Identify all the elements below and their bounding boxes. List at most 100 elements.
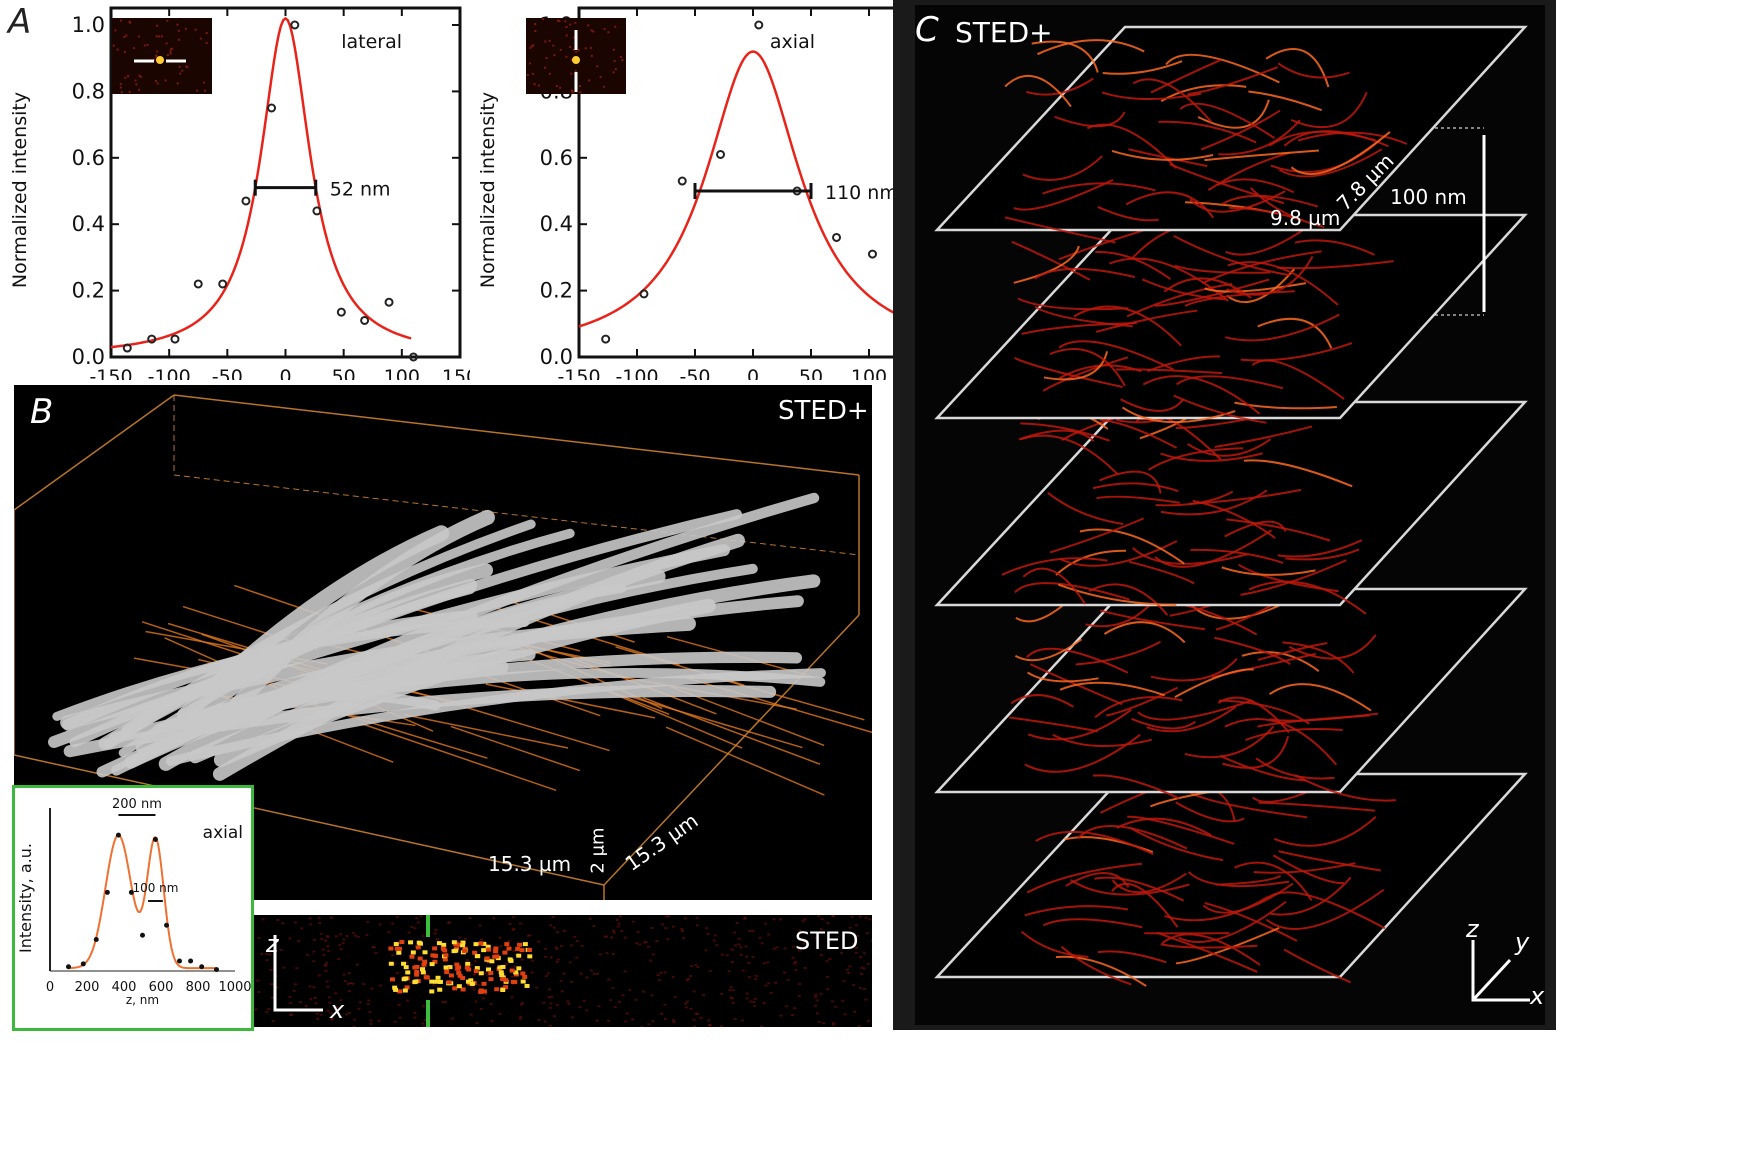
signal-pixel bbox=[475, 954, 481, 959]
noise-pixel bbox=[555, 947, 559, 950]
noise-pixel bbox=[864, 916, 868, 919]
x-tick-label: -100 bbox=[615, 366, 658, 380]
microtubule bbox=[1097, 206, 1159, 222]
noise-pixel bbox=[196, 89, 199, 92]
noise-pixel bbox=[158, 35, 161, 38]
noise-pixel bbox=[762, 962, 766, 965]
noise-pixel bbox=[365, 934, 369, 937]
noise-pixel bbox=[814, 937, 818, 940]
microtubule bbox=[1092, 482, 1179, 493]
microtubule bbox=[1020, 434, 1119, 476]
noise-pixel bbox=[613, 60, 616, 63]
noise-pixel bbox=[294, 983, 298, 986]
signal-pixel bbox=[481, 941, 487, 946]
noise-pixel bbox=[853, 1010, 857, 1013]
noise-pixel bbox=[579, 91, 582, 94]
image-plane bbox=[934, 213, 1528, 420]
x-axis-label: z, nm bbox=[126, 993, 159, 1007]
microtubule bbox=[1174, 668, 1254, 699]
noise-pixel bbox=[432, 984, 436, 987]
image-plane bbox=[934, 587, 1528, 794]
noise-pixel bbox=[624, 1020, 628, 1023]
noise-pixel bbox=[372, 946, 376, 949]
noise-pixel bbox=[801, 920, 805, 923]
noise-pixel bbox=[569, 23, 572, 26]
noise-pixel bbox=[814, 995, 818, 998]
noise-pixel bbox=[358, 1001, 362, 1004]
signal-pixel bbox=[473, 969, 479, 974]
noise-pixel bbox=[533, 83, 536, 86]
microtubule bbox=[1285, 548, 1360, 561]
noise-pixel bbox=[279, 948, 283, 951]
noise-pixel bbox=[326, 985, 330, 988]
noise-pixel bbox=[267, 1008, 271, 1011]
signal-pixel bbox=[453, 948, 459, 953]
noise-pixel bbox=[831, 1023, 835, 1026]
noise-pixel bbox=[156, 50, 159, 53]
noise-pixel bbox=[265, 959, 269, 962]
noise-pixel bbox=[164, 79, 167, 82]
noise-pixel bbox=[326, 936, 330, 939]
noise-pixel bbox=[481, 997, 485, 1000]
noise-pixel bbox=[792, 945, 796, 948]
data-point bbox=[147, 334, 157, 344]
signal-pixel bbox=[397, 989, 403, 994]
microtubule bbox=[1243, 459, 1353, 488]
y-tick-label: 0.0 bbox=[72, 345, 105, 369]
noise-pixel bbox=[559, 48, 562, 51]
noise-pixel bbox=[760, 942, 764, 945]
noise-pixel bbox=[569, 980, 573, 983]
microtubule bbox=[1001, 557, 1108, 576]
noise-pixel bbox=[371, 946, 375, 949]
microtubule bbox=[1161, 933, 1261, 966]
microtubule bbox=[1225, 313, 1340, 342]
microtubule bbox=[1137, 699, 1253, 721]
signal-pixel bbox=[447, 965, 453, 970]
noise-pixel bbox=[548, 988, 552, 991]
noise-pixel bbox=[766, 961, 770, 964]
microtubule bbox=[1031, 40, 1099, 73]
filament bbox=[502, 649, 670, 716]
noise-pixel bbox=[664, 1017, 668, 1020]
noise-pixel bbox=[565, 55, 568, 58]
noise-pixel bbox=[366, 920, 370, 923]
signal-pixel bbox=[472, 950, 478, 955]
noise-pixel bbox=[472, 973, 476, 976]
noise-pixel bbox=[739, 953, 743, 956]
noise-pixel bbox=[696, 1012, 700, 1015]
noise-pixel bbox=[505, 962, 509, 965]
microtubule bbox=[1043, 351, 1109, 381]
noise-pixel bbox=[475, 1022, 479, 1025]
noise-pixel bbox=[548, 1006, 552, 1009]
noise-pixel bbox=[308, 917, 312, 920]
noise-pixel bbox=[120, 91, 123, 94]
noise-pixel bbox=[618, 915, 622, 918]
noise-pixel bbox=[171, 47, 174, 50]
noise-pixel bbox=[733, 931, 737, 934]
noise-pixel bbox=[124, 76, 127, 79]
noise-pixel bbox=[362, 983, 366, 986]
microtubule bbox=[1010, 694, 1074, 708]
axis-z-label: z bbox=[1466, 915, 1479, 943]
noise-pixel bbox=[840, 951, 844, 954]
noise-pixel bbox=[567, 1002, 571, 1005]
signal-pixel bbox=[403, 965, 409, 970]
noise-pixel bbox=[508, 922, 512, 925]
noise-pixel bbox=[854, 924, 858, 927]
microtubule bbox=[1049, 517, 1145, 554]
noise-pixel bbox=[550, 995, 554, 998]
microtubule bbox=[1200, 109, 1281, 151]
noise-pixel bbox=[651, 1020, 655, 1023]
microtubule bbox=[1278, 850, 1381, 872]
noise-pixel bbox=[435, 938, 439, 941]
noise-pixel bbox=[347, 1011, 351, 1014]
noise-pixel bbox=[537, 84, 540, 87]
microtubule bbox=[1111, 882, 1179, 928]
microtubule bbox=[1269, 683, 1372, 712]
mitochondria-surface-render bbox=[13, 394, 886, 900]
microtubule bbox=[1060, 945, 1132, 986]
noise-pixel bbox=[327, 949, 331, 952]
noise-pixel bbox=[815, 1012, 819, 1015]
noise-pixel bbox=[416, 921, 420, 924]
x-tick-label: 100 bbox=[851, 366, 887, 380]
